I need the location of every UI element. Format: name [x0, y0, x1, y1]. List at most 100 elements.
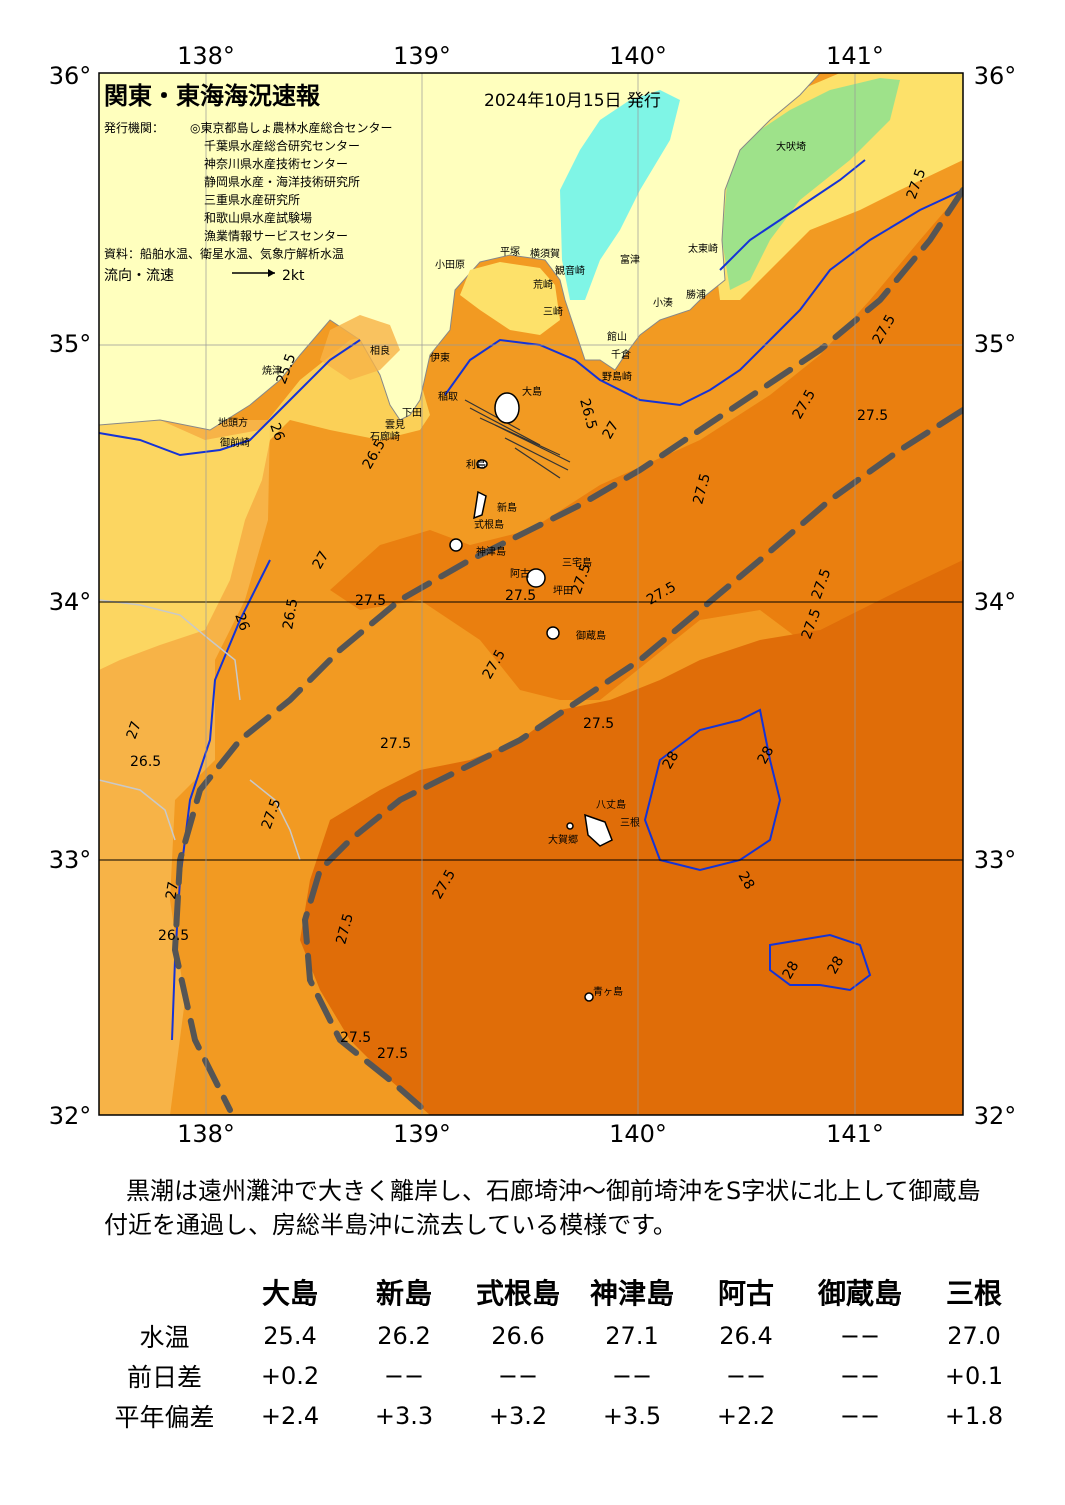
contour-label: 27.5 [355, 593, 386, 609]
land-honshu [99, 73, 963, 431]
table-cell: −− [839, 1402, 881, 1430]
grid-lines [99, 601, 963, 861]
place-label: 千倉 [611, 348, 631, 361]
right-lat-label: 34° [974, 588, 1017, 616]
island-mikurajima [546, 626, 560, 640]
place-label: 小湊 [653, 296, 673, 309]
place-label: 坪田 [553, 584, 573, 597]
table-cell: +3.5 [602, 1402, 662, 1430]
table-header-cell: 御蔵島 [817, 1277, 902, 1310]
place-label: 御前崎 [220, 436, 250, 449]
contour-label: 28 [825, 954, 848, 977]
place-label: 荒崎 [533, 278, 553, 291]
contour-label: 27.5 [380, 736, 411, 752]
contour-label: 27 [163, 880, 182, 900]
island-toshima [476, 459, 488, 469]
contour-label: 28 [780, 959, 803, 982]
table-row: 平年偏差 +2.4 +3.3 +3.2 +3.5 +2.2 −− +1.8 [96, 1396, 1031, 1436]
place-label: 大吠埼 [776, 140, 806, 153]
left-lat-label: 33° [49, 846, 92, 874]
place-label: 利島 [466, 458, 486, 471]
table-cell: +2.4 [260, 1402, 320, 1430]
left-lat-label: 32° [49, 1102, 92, 1130]
place-label: 青ヶ島 [593, 985, 623, 998]
place-label: 三崎 [543, 305, 563, 318]
contour-label: 27.5 [333, 912, 357, 946]
sea-deep-orange-south [300, 560, 963, 1115]
sea-yellow-coastal [99, 330, 430, 670]
publisher-label: 発行機関： [104, 120, 164, 135]
island-temperature-table: 大島 新島 式根島 神津島 阿古 御蔵島 三根 水温 25.4 26.2 26.… [96, 1268, 1031, 1436]
summary-text: 黒潮は遠州灘沖で大きく離岸し、石廊埼沖～御前埼沖をS字状に北上して御蔵島付近を通… [104, 1177, 981, 1239]
map-title: 関東・東海海況速報 [104, 82, 321, 110]
bottom-lon-label: 138° [177, 1120, 235, 1148]
place-label: 焼津 [262, 365, 282, 377]
table-cell: −− [839, 1362, 881, 1390]
place-label: 横須賀 [530, 247, 560, 260]
island-kozushima [449, 538, 463, 552]
top-lon-label: 138° [177, 42, 235, 70]
place-label: 館山 [607, 330, 627, 343]
contour-label: 28 [755, 744, 778, 767]
place-label: 御蔵島 [576, 629, 606, 642]
left-lat-label: 36° [49, 62, 92, 90]
island-oshima [494, 392, 520, 424]
data-source: 資料：船舶水温、衛星水温、気象庁解析水温 [104, 246, 344, 261]
place-label: 稲取 [438, 391, 458, 403]
table-cell: −− [383, 1362, 425, 1390]
table-row: 水温 25.4 26.2 26.6 27.1 26.4 −− 27.0 [96, 1316, 1031, 1356]
contour-label: 27 [310, 549, 333, 572]
place-label: 小田原 [435, 259, 465, 271]
bottom-lon-label: 140° [609, 1120, 667, 1148]
table-header-cell: 神津島 [589, 1277, 674, 1310]
table-row: 前日差 +0.2 −− −− −− −− −− +0.1 [96, 1356, 1031, 1396]
table-cell: −− [839, 1322, 881, 1350]
table-header-cell: 阿古 [717, 1277, 774, 1310]
top-lon-label: 139° [393, 42, 451, 70]
bottom-lon-label: 141° [826, 1120, 884, 1148]
place-label: 三根 [620, 816, 640, 829]
place-label: 相良 [370, 344, 390, 357]
place-label: 阿古 [510, 567, 530, 580]
flow-legend-arrowhead [268, 269, 275, 277]
table-cell: +0.2 [260, 1362, 320, 1390]
sea-sagami-bay [460, 262, 560, 335]
contour-label: 27.5 [583, 716, 614, 732]
publisher-item: ◎東京都島しょ農林水産総合センター [190, 120, 392, 135]
right-lat-label: 33° [974, 846, 1017, 874]
map-area [99, 73, 963, 1115]
place-label: 勝浦 [686, 288, 706, 301]
table-header-cell: 三根 [945, 1277, 1002, 1310]
left-lat-label: 34° [49, 588, 92, 616]
contour-label: 28 [735, 869, 758, 892]
row-label: 前日差 [126, 1363, 202, 1392]
table-cell: +1.8 [944, 1402, 1004, 1430]
place-label: 伊東 [430, 351, 450, 364]
place-label: 神津島 [476, 545, 506, 558]
place-label: 富津 [620, 253, 640, 266]
contour-label: 27.5 [690, 472, 714, 506]
isotherm-secondary [99, 599, 301, 861]
table-header-cell: 式根島 [475, 1277, 560, 1310]
flow-arrows [464, 399, 571, 479]
row-label: 平年偏差 [114, 1403, 215, 1432]
place-label: 雲見 [385, 419, 405, 431]
publisher-item: 三重県水産研究所 [204, 192, 300, 207]
publisher-item: 静岡県水産・海洋技術研究所 [204, 174, 360, 189]
map-header: 関東・東海海況速報 2024年10月15日 発行 発行機関： ◎東京都島しょ農林… [104, 82, 661, 284]
island-miyakejima [526, 568, 546, 588]
grid-lines-minor [99, 73, 963, 1115]
place-label: 野島崎 [602, 370, 632, 383]
place-label: 新島 [497, 501, 517, 514]
table-cell: +3.2 [488, 1402, 548, 1430]
contour-label: 26.5 [130, 754, 161, 770]
sea-green-east [722, 78, 900, 290]
place-label: 観音崎 [555, 264, 585, 277]
contour-label: 26.5 [576, 397, 600, 431]
table-cell: −− [725, 1362, 767, 1390]
place-label: 地頭方 [218, 416, 248, 429]
island-hachijo-kojima [566, 822, 574, 830]
place-label: 大賀郷 [548, 833, 578, 846]
place-label: 太東崎 [688, 242, 718, 255]
sea-temperature-map: 138° 139° 140° 141° 138° 139° 140° 141° … [49, 42, 1017, 1148]
